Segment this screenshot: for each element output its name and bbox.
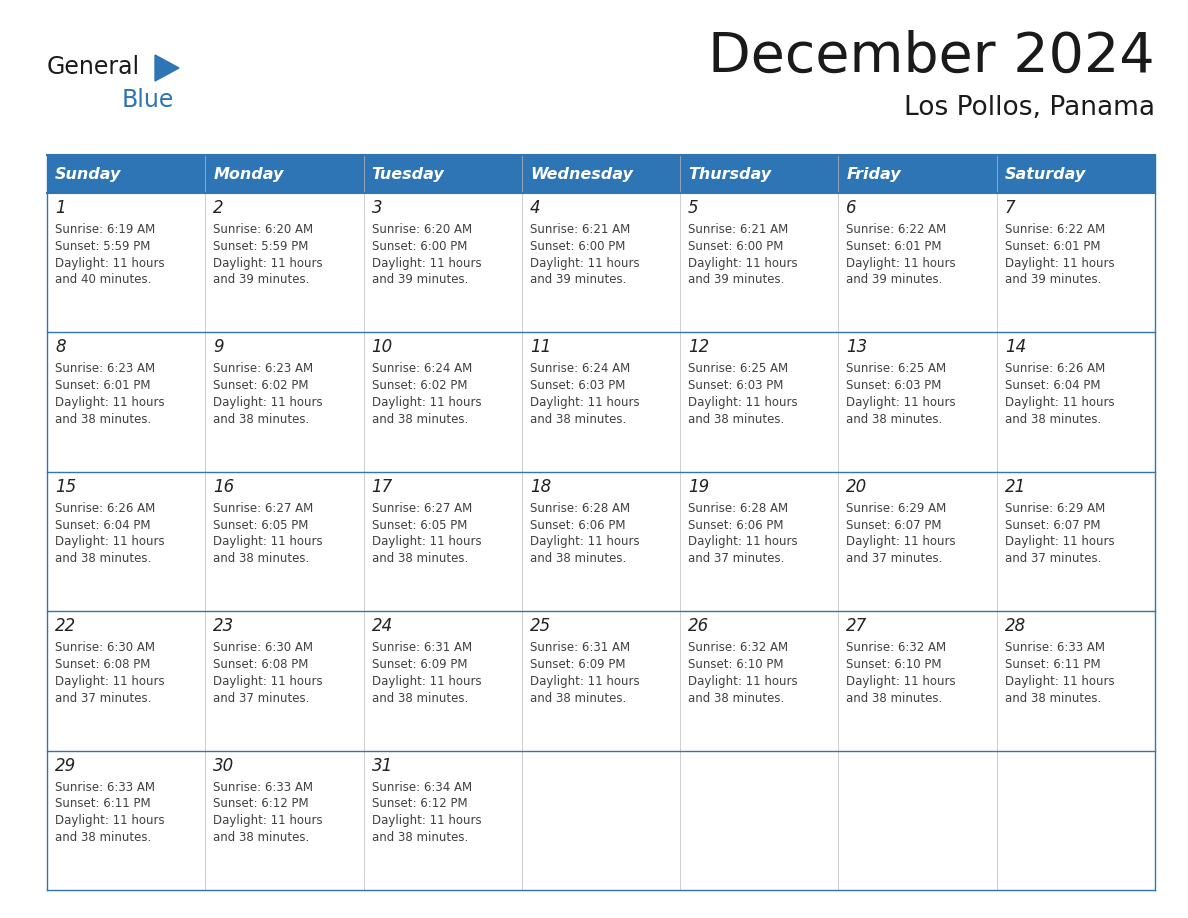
Text: 11: 11 <box>530 339 551 356</box>
Text: Sunrise: 6:20 AM
Sunset: 5:59 PM
Daylight: 11 hours
and 39 minutes.: Sunrise: 6:20 AM Sunset: 5:59 PM Dayligh… <box>214 223 323 286</box>
Bar <box>48 472 1155 611</box>
Bar <box>48 193 1155 332</box>
Text: Sunrise: 6:34 AM
Sunset: 6:12 PM
Daylight: 11 hours
and 38 minutes.: Sunrise: 6:34 AM Sunset: 6:12 PM Dayligh… <box>372 780 481 844</box>
Text: Monday: Monday <box>214 166 284 182</box>
Text: General: General <box>48 55 140 79</box>
Text: 15: 15 <box>55 477 76 496</box>
Bar <box>48 155 1155 193</box>
Text: 9: 9 <box>214 339 223 356</box>
Bar <box>48 611 1155 751</box>
Text: 17: 17 <box>372 477 393 496</box>
Text: 21: 21 <box>1005 477 1026 496</box>
Text: Sunrise: 6:20 AM
Sunset: 6:00 PM
Daylight: 11 hours
and 39 minutes.: Sunrise: 6:20 AM Sunset: 6:00 PM Dayligh… <box>372 223 481 286</box>
Text: 27: 27 <box>846 617 867 635</box>
Text: Sunrise: 6:23 AM
Sunset: 6:01 PM
Daylight: 11 hours
and 38 minutes.: Sunrise: 6:23 AM Sunset: 6:01 PM Dayligh… <box>55 363 165 426</box>
Text: Sunrise: 6:19 AM
Sunset: 5:59 PM
Daylight: 11 hours
and 40 minutes.: Sunrise: 6:19 AM Sunset: 5:59 PM Dayligh… <box>55 223 165 286</box>
Text: Thursday: Thursday <box>688 166 771 182</box>
Text: 29: 29 <box>55 756 76 775</box>
Text: Sunrise: 6:29 AM
Sunset: 6:07 PM
Daylight: 11 hours
and 37 minutes.: Sunrise: 6:29 AM Sunset: 6:07 PM Dayligh… <box>1005 502 1114 565</box>
Text: Los Pollos, Panama: Los Pollos, Panama <box>904 95 1155 121</box>
Text: Sunrise: 6:21 AM
Sunset: 6:00 PM
Daylight: 11 hours
and 39 minutes.: Sunrise: 6:21 AM Sunset: 6:00 PM Dayligh… <box>688 223 798 286</box>
Text: Saturday: Saturday <box>1005 166 1086 182</box>
Text: 10: 10 <box>372 339 393 356</box>
Text: Friday: Friday <box>846 166 901 182</box>
Text: 28: 28 <box>1005 617 1026 635</box>
Text: Sunrise: 6:24 AM
Sunset: 6:02 PM
Daylight: 11 hours
and 38 minutes.: Sunrise: 6:24 AM Sunset: 6:02 PM Dayligh… <box>372 363 481 426</box>
Text: 4: 4 <box>530 199 541 217</box>
Text: Sunrise: 6:31 AM
Sunset: 6:09 PM
Daylight: 11 hours
and 38 minutes.: Sunrise: 6:31 AM Sunset: 6:09 PM Dayligh… <box>372 641 481 705</box>
Text: 25: 25 <box>530 617 551 635</box>
Text: Sunrise: 6:27 AM
Sunset: 6:05 PM
Daylight: 11 hours
and 38 minutes.: Sunrise: 6:27 AM Sunset: 6:05 PM Dayligh… <box>214 502 323 565</box>
Text: 14: 14 <box>1005 339 1026 356</box>
Text: 24: 24 <box>372 617 393 635</box>
Text: Sunrise: 6:26 AM
Sunset: 6:04 PM
Daylight: 11 hours
and 38 minutes.: Sunrise: 6:26 AM Sunset: 6:04 PM Dayligh… <box>55 502 165 565</box>
Text: Wednesday: Wednesday <box>530 166 633 182</box>
Text: Sunrise: 6:27 AM
Sunset: 6:05 PM
Daylight: 11 hours
and 38 minutes.: Sunrise: 6:27 AM Sunset: 6:05 PM Dayligh… <box>372 502 481 565</box>
Text: Blue: Blue <box>122 88 175 112</box>
Text: Sunrise: 6:33 AM
Sunset: 6:11 PM
Daylight: 11 hours
and 38 minutes.: Sunrise: 6:33 AM Sunset: 6:11 PM Dayligh… <box>1005 641 1114 705</box>
Bar <box>48 751 1155 890</box>
Text: Sunrise: 6:32 AM
Sunset: 6:10 PM
Daylight: 11 hours
and 38 minutes.: Sunrise: 6:32 AM Sunset: 6:10 PM Dayligh… <box>846 641 956 705</box>
Text: Sunrise: 6:21 AM
Sunset: 6:00 PM
Daylight: 11 hours
and 39 minutes.: Sunrise: 6:21 AM Sunset: 6:00 PM Dayligh… <box>530 223 639 286</box>
Text: 16: 16 <box>214 477 234 496</box>
Text: Sunrise: 6:30 AM
Sunset: 6:08 PM
Daylight: 11 hours
and 37 minutes.: Sunrise: 6:30 AM Sunset: 6:08 PM Dayligh… <box>55 641 165 705</box>
Text: 22: 22 <box>55 617 76 635</box>
Text: 1: 1 <box>55 199 65 217</box>
Text: December 2024: December 2024 <box>708 30 1155 84</box>
Text: 20: 20 <box>846 477 867 496</box>
Text: 31: 31 <box>372 756 393 775</box>
Bar <box>48 332 1155 472</box>
Text: 5: 5 <box>688 199 699 217</box>
Text: Sunrise: 6:25 AM
Sunset: 6:03 PM
Daylight: 11 hours
and 38 minutes.: Sunrise: 6:25 AM Sunset: 6:03 PM Dayligh… <box>688 363 798 426</box>
Text: Sunrise: 6:28 AM
Sunset: 6:06 PM
Daylight: 11 hours
and 37 minutes.: Sunrise: 6:28 AM Sunset: 6:06 PM Dayligh… <box>688 502 798 565</box>
Text: 7: 7 <box>1005 199 1016 217</box>
Text: 12: 12 <box>688 339 709 356</box>
Text: 18: 18 <box>530 477 551 496</box>
Text: Sunrise: 6:24 AM
Sunset: 6:03 PM
Daylight: 11 hours
and 38 minutes.: Sunrise: 6:24 AM Sunset: 6:03 PM Dayligh… <box>530 363 639 426</box>
Text: Sunrise: 6:25 AM
Sunset: 6:03 PM
Daylight: 11 hours
and 38 minutes.: Sunrise: 6:25 AM Sunset: 6:03 PM Dayligh… <box>846 363 956 426</box>
Text: Sunrise: 6:29 AM
Sunset: 6:07 PM
Daylight: 11 hours
and 37 minutes.: Sunrise: 6:29 AM Sunset: 6:07 PM Dayligh… <box>846 502 956 565</box>
Text: Sunrise: 6:32 AM
Sunset: 6:10 PM
Daylight: 11 hours
and 38 minutes.: Sunrise: 6:32 AM Sunset: 6:10 PM Dayligh… <box>688 641 798 705</box>
Text: 8: 8 <box>55 339 65 356</box>
Text: Sunrise: 6:33 AM
Sunset: 6:12 PM
Daylight: 11 hours
and 38 minutes.: Sunrise: 6:33 AM Sunset: 6:12 PM Dayligh… <box>214 780 323 844</box>
Text: Tuesday: Tuesday <box>372 166 444 182</box>
Text: 6: 6 <box>846 199 857 217</box>
Text: Sunrise: 6:33 AM
Sunset: 6:11 PM
Daylight: 11 hours
and 38 minutes.: Sunrise: 6:33 AM Sunset: 6:11 PM Dayligh… <box>55 780 165 844</box>
Text: Sunrise: 6:23 AM
Sunset: 6:02 PM
Daylight: 11 hours
and 38 minutes.: Sunrise: 6:23 AM Sunset: 6:02 PM Dayligh… <box>214 363 323 426</box>
Polygon shape <box>154 55 179 81</box>
Text: 19: 19 <box>688 477 709 496</box>
Text: 3: 3 <box>372 199 383 217</box>
Text: Sunrise: 6:30 AM
Sunset: 6:08 PM
Daylight: 11 hours
and 37 minutes.: Sunrise: 6:30 AM Sunset: 6:08 PM Dayligh… <box>214 641 323 705</box>
Text: 23: 23 <box>214 617 234 635</box>
Text: Sunrise: 6:22 AM
Sunset: 6:01 PM
Daylight: 11 hours
and 39 minutes.: Sunrise: 6:22 AM Sunset: 6:01 PM Dayligh… <box>1005 223 1114 286</box>
Text: Sunrise: 6:31 AM
Sunset: 6:09 PM
Daylight: 11 hours
and 38 minutes.: Sunrise: 6:31 AM Sunset: 6:09 PM Dayligh… <box>530 641 639 705</box>
Text: Sunrise: 6:28 AM
Sunset: 6:06 PM
Daylight: 11 hours
and 38 minutes.: Sunrise: 6:28 AM Sunset: 6:06 PM Dayligh… <box>530 502 639 565</box>
Text: 30: 30 <box>214 756 234 775</box>
Text: Sunrise: 6:26 AM
Sunset: 6:04 PM
Daylight: 11 hours
and 38 minutes.: Sunrise: 6:26 AM Sunset: 6:04 PM Dayligh… <box>1005 363 1114 426</box>
Text: Sunday: Sunday <box>55 166 121 182</box>
Text: 26: 26 <box>688 617 709 635</box>
Text: 13: 13 <box>846 339 867 356</box>
Text: Sunrise: 6:22 AM
Sunset: 6:01 PM
Daylight: 11 hours
and 39 minutes.: Sunrise: 6:22 AM Sunset: 6:01 PM Dayligh… <box>846 223 956 286</box>
Text: 2: 2 <box>214 199 223 217</box>
